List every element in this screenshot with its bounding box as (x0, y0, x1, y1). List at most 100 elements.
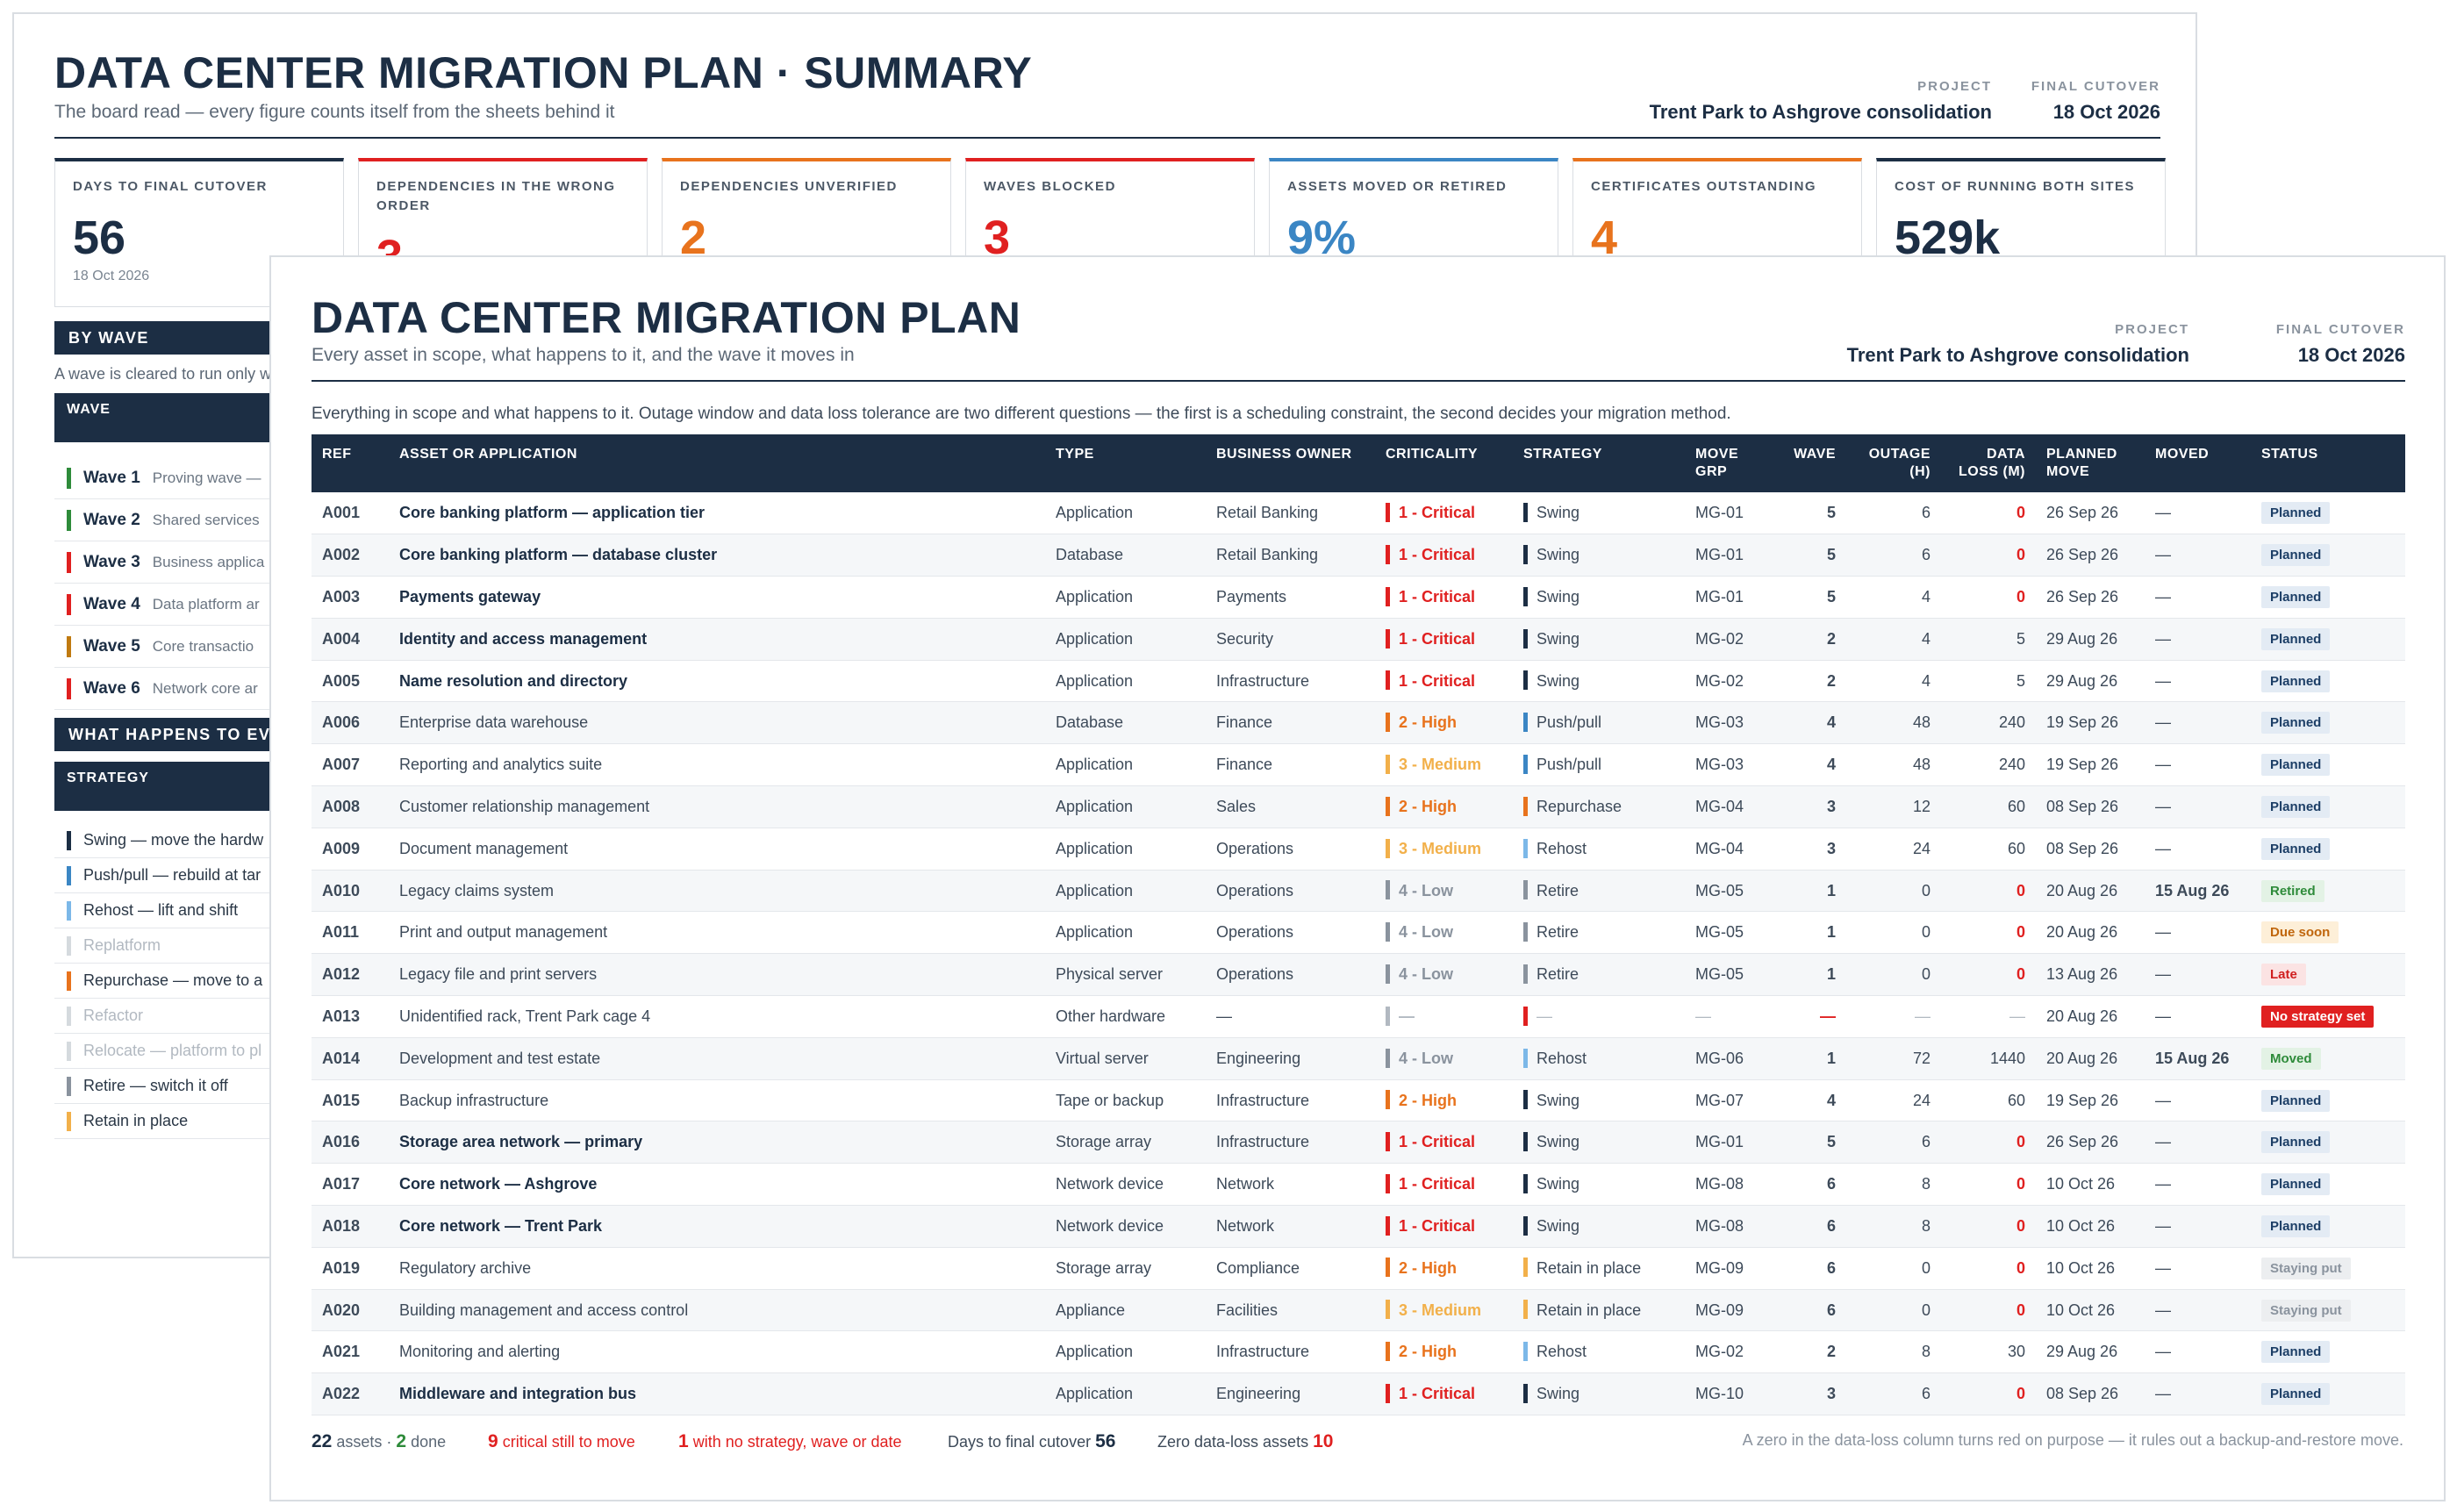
criticality-label: 2 - High (1399, 797, 1457, 815)
table-row[interactable]: A007 Reporting and analytics suite Applica… (312, 743, 2405, 787)
asset-wave: 6 (1781, 1163, 1846, 1207)
strategy-label: Repurchase (1537, 797, 1622, 815)
asset-ref: A007 (312, 743, 389, 787)
asset-owner: Sales (1206, 785, 1375, 828)
table-row[interactable]: A016 Storage area network — primary Storag… (312, 1121, 2405, 1164)
asset-type: Application (1045, 870, 1206, 913)
col-asset[interactable]: ASSET OR APPLICATION (389, 434, 1045, 492)
criticality-label: 1 - Critical (1399, 1385, 1476, 1403)
table-row[interactable]: A008 Customer relationship management Appl… (312, 785, 2405, 828)
by-wave-note: A wave is cleared to run only w (54, 365, 272, 383)
criticality-label: 1 - Critical (1399, 546, 1476, 564)
asset-data-loss: 0 (1941, 1163, 2036, 1207)
wave-row[interactable]: Wave 2 Shared services (54, 499, 441, 541)
asset-strategy: Rehost (1513, 1037, 1685, 1080)
asset-data-loss: 0 (1941, 911, 2036, 955)
col-criticality[interactable]: CRITICALITY (1375, 434, 1513, 492)
table-row[interactable]: A009 Document management Application Operat… (312, 828, 2405, 871)
col-data-loss[interactable]: DATA LOSS (M) (1941, 434, 2036, 492)
asset-criticality: 2 - High (1375, 1330, 1513, 1374)
asset-planned-move: 08 Sep 26 (2036, 828, 2145, 871)
table-row[interactable]: A012 Legacy file and print servers Physica… (312, 953, 2405, 997)
strategy-label: Relocate — platform to pl (83, 1042, 262, 1059)
kpi-label: COST OF RUNNING BOTH SITES (1895, 179, 2136, 194)
wave-row[interactable]: Wave 5 Core transactio (54, 626, 441, 668)
table-row[interactable]: A022 Middleware and integration bus Applic… (312, 1372, 2405, 1416)
asset-criticality: 4 - Low (1375, 1037, 1513, 1080)
asset-move-group: MG-05 (1685, 911, 1781, 955)
wave-row[interactable]: Wave 3 Business applica (54, 541, 441, 584)
col-status[interactable]: STATUS (2251, 434, 2405, 492)
asset-wave: 1 (1781, 953, 1846, 997)
col-ref[interactable]: REF (312, 434, 389, 492)
asset-criticality: 2 - High (1375, 1247, 1513, 1290)
asset-name: Development and test estate (389, 1037, 1045, 1080)
strategy-marker (1523, 1132, 1528, 1152)
table-row[interactable]: A019 Regulatory archive Storage array Compl… (312, 1247, 2405, 1290)
asset-ref: A015 (312, 1079, 389, 1122)
asset-move-group: MG-09 (1685, 1247, 1781, 1290)
table-row[interactable]: A001 Core banking platform — application … (312, 492, 2405, 535)
wave-row[interactable]: Wave 6 Network core ar (54, 668, 441, 710)
asset-name: Reporting and analytics suite (389, 743, 1045, 787)
status-badge: Due soon (2261, 921, 2339, 944)
col-move-group[interactable]: MOVE GRP (1685, 434, 1781, 492)
col-type[interactable]: TYPE (1045, 434, 1206, 492)
col-owner[interactable]: BUSINESS OWNER (1206, 434, 1375, 492)
table-row[interactable]: A003 Payments gateway Application Payments 1… (312, 576, 2405, 619)
kpi-label: DAYS TO FINAL CUTOVER (73, 179, 268, 194)
table-row[interactable]: A013 Unidentified rack, Trent Park cage 4… (312, 995, 2405, 1038)
table-row[interactable]: A005 Name resolution and directory Applica… (312, 660, 2405, 703)
asset-move-group: MG-07 (1685, 1079, 1781, 1122)
asset-name: Middleware and integration bus (389, 1372, 1045, 1416)
col-strategy[interactable]: STRATEGY (1513, 434, 1685, 492)
strategy-marker (67, 1111, 71, 1131)
asset-name: Name resolution and directory (389, 660, 1045, 703)
strategy-marker (67, 935, 71, 956)
asset-name: Legacy claims system (389, 870, 1045, 913)
table-row[interactable]: A021 Monitoring and alerting Application In… (312, 1330, 2405, 1374)
wave-row[interactable]: Wave 1 Proving wave — (54, 457, 441, 499)
asset-type: Other hardware (1045, 995, 1206, 1038)
criticality-marker (1386, 670, 1390, 691)
table-row[interactable]: A006 Enterprise data warehouse Database Fin… (312, 701, 2405, 745)
wave-description: Shared services (152, 511, 260, 528)
asset-outage: 8 (1846, 1205, 1941, 1248)
asset-strategy: Swing (1513, 1372, 1685, 1416)
wave-status-marker (67, 509, 71, 531)
table-row[interactable]: A018 Core network — Trent Park Network dev… (312, 1205, 2405, 1248)
criticality-label: — (1399, 1007, 1415, 1025)
criticality-marker (1386, 922, 1390, 942)
asset-ref: A020 (312, 1289, 389, 1332)
table-row[interactable]: A004 Identity and access management Applic… (312, 618, 2405, 661)
summary-subtitle: The board read — every figure counts its… (54, 102, 615, 122)
table-row[interactable]: A010 Legacy claims system Application Opera… (312, 870, 2405, 913)
asset-criticality: 3 - Medium (1375, 828, 1513, 871)
asset-type: Storage array (1045, 1247, 1206, 1290)
criticality-label: 1 - Critical (1399, 629, 1476, 648)
table-row[interactable]: A011 Print and output management Applicati… (312, 911, 2405, 955)
asset-owner: Network (1206, 1163, 1375, 1207)
wave-row[interactable]: Wave 4 Data platform ar (54, 584, 441, 626)
wave-status-marker (67, 551, 71, 573)
criticality-label: 4 - Low (1399, 881, 1453, 899)
col-wave[interactable]: WAVE (1781, 434, 1846, 492)
table-row[interactable]: A017 Core network — Ashgrove Network devic… (312, 1163, 2405, 1207)
asset-status: Late (2251, 953, 2405, 997)
table-row[interactable]: A020 Building management and access contr… (312, 1289, 2405, 1332)
asset-status: Planned (2251, 1079, 2405, 1122)
table-row[interactable]: A014 Development and test estate Virtual s… (312, 1037, 2405, 1080)
criticality-label: 2 - High (1399, 713, 1457, 732)
wave-name: Wave 1 (83, 468, 140, 487)
strategy-marker (1523, 586, 1528, 606)
col-planned-move[interactable]: PLANNED MOVE (2036, 434, 2145, 492)
strategy-label: Rehost (1537, 839, 1587, 857)
project-label: PROJECT (1917, 79, 1992, 94)
col-moved[interactable]: MOVED (2145, 434, 2251, 492)
asset-status: Planned (2251, 534, 2405, 577)
table-row[interactable]: A002 Core banking platform — database clu… (312, 534, 2405, 577)
asset-type: Application (1045, 618, 1206, 661)
table-row[interactable]: A015 Backup infrastructure Tape or backup I… (312, 1079, 2405, 1122)
col-outage[interactable]: OUTAGE (H) (1846, 434, 1941, 492)
wave-name: Wave 4 (83, 594, 140, 613)
